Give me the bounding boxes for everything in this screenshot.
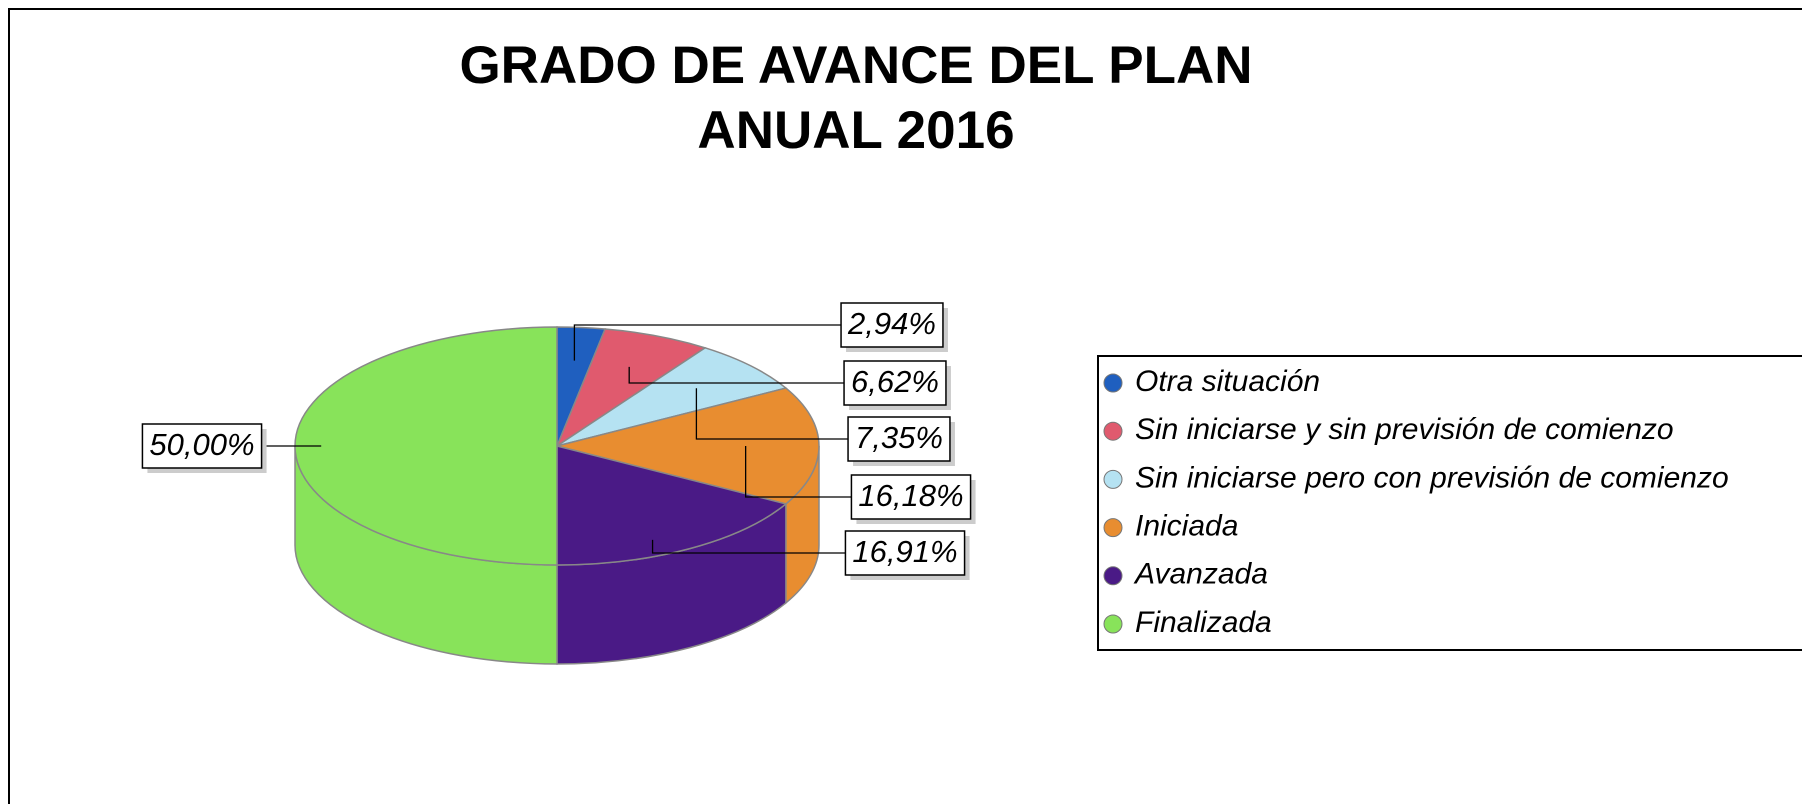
legend-label: Iniciada <box>1135 510 1238 543</box>
data-label-text: 2,94% <box>847 306 936 341</box>
leader-line <box>628 366 845 384</box>
data-label-text: 6,62% <box>851 364 939 399</box>
label-box <box>847 416 951 462</box>
label-box <box>843 360 947 406</box>
data-label-text: 16,91% <box>852 534 957 569</box>
label-box <box>844 530 966 576</box>
data-label-text: 50,00% <box>149 427 254 462</box>
slice <box>555 328 707 448</box>
leader-line <box>744 446 852 498</box>
leader-line <box>695 388 849 440</box>
data-label: 50,00% <box>141 423 267 473</box>
slice <box>556 347 788 447</box>
legend-marker <box>1103 566 1123 586</box>
legend-marker <box>1103 614 1123 634</box>
legend-label: Sin iniciarse pero con previsión de comi… <box>1135 461 1729 494</box>
legend-marker <box>1103 518 1123 538</box>
chart-title: GRADO DE AVANCE DEL PLAN <box>459 36 1252 95</box>
legend-label: Otra situación <box>1135 365 1320 398</box>
data-label-text: 7,35% <box>855 420 943 455</box>
data-label: 7,35% <box>847 416 955 466</box>
slice <box>556 445 788 566</box>
data-label: 6,62% <box>843 360 951 410</box>
chart-title: ANUAL 2016 <box>697 101 1014 160</box>
legend-label: Sin iniciarse y sin previsión de comienz… <box>1135 413 1674 446</box>
data-label: 16,91% <box>844 530 970 580</box>
label-box <box>850 474 972 520</box>
data-label-text: 16,18% <box>858 478 963 513</box>
legend-marker <box>1103 469 1123 489</box>
slice <box>556 387 820 505</box>
leader-line <box>651 539 846 554</box>
legend-label: Avanzada <box>1133 558 1268 591</box>
label-box <box>141 423 263 469</box>
label-box <box>840 302 944 348</box>
legend-marker <box>1103 421 1123 441</box>
legend-box <box>1097 355 1802 651</box>
data-label: 16,18% <box>850 474 976 524</box>
legend-label: Finalizada <box>1135 606 1272 639</box>
data-label: 2,94% <box>840 302 948 352</box>
leader-line <box>573 324 842 361</box>
legend-marker <box>1103 373 1123 393</box>
